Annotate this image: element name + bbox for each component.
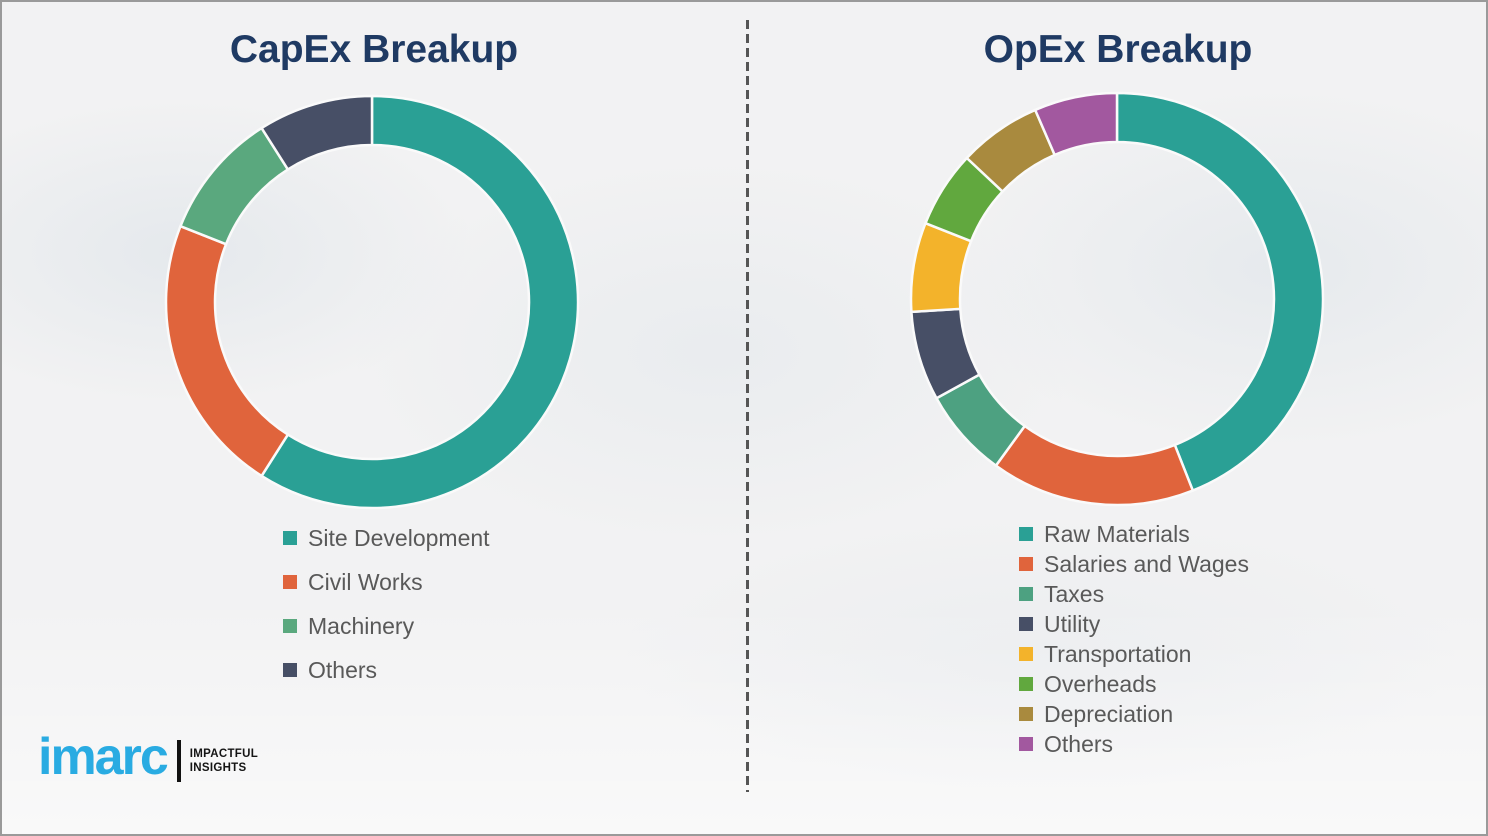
donut-segment-others: [260, 94, 374, 171]
legend-label: Utility: [1044, 610, 1101, 637]
legend-swatch-depreciation: [1019, 707, 1033, 721]
legend-swatch-overheads: [1019, 677, 1033, 691]
opex-legend: Raw Materials Salaries and Wages Taxes Util…: [1019, 519, 1249, 759]
legend-label: Machinery: [308, 612, 415, 639]
legend-swatch-site-development: [283, 531, 297, 545]
legend-item-depreciation: Depreciation: [1019, 699, 1249, 729]
legend-item-civil-works: Civil Works: [283, 560, 490, 604]
legend-item-salaries-and-wages: Salaries and Wages: [1019, 549, 1249, 579]
legend-item-others: Others: [1019, 729, 1249, 759]
legend-label: Salaries and Wages: [1044, 550, 1249, 577]
imarc-tagline-line2: INSIGHTS: [189, 762, 247, 774]
legend-label: Civil Works: [308, 568, 423, 595]
donut-segment-others: [1033, 91, 1119, 157]
opex-donut-chart: [909, 91, 1325, 507]
donut-segment-raw-materials: [1115, 91, 1325, 492]
legend-label: Others: [1044, 730, 1114, 757]
legend-label: Raw Materials: [1044, 520, 1190, 547]
donut-segment-site-development: [260, 94, 580, 510]
vertical-dashed-divider: [746, 20, 749, 792]
capex-legend: Site Development Civil Works Machinery Othe…: [283, 516, 490, 692]
legend-item-machinery: Machinery: [283, 604, 490, 648]
legend-swatch-others: [1019, 737, 1033, 751]
imarc-logo: imarc IMPACTFUL INSIGHTS: [38, 727, 258, 786]
capex-title: CapEx Breakup: [229, 28, 519, 71]
legend-item-others: Others: [283, 648, 490, 692]
legend-label: Others: [308, 656, 378, 683]
donut-segment-civil-works: [164, 224, 290, 478]
legend-label: Transportation: [1044, 640, 1192, 667]
donut-segment-salaries-and-wages: [994, 424, 1195, 507]
legend-label: Site Development: [308, 524, 490, 551]
legend-item-taxes: Taxes: [1019, 579, 1249, 609]
legend-swatch-others: [283, 663, 297, 677]
legend-swatch-raw-materials: [1019, 527, 1033, 541]
legend-label: Depreciation: [1044, 700, 1174, 727]
legend-swatch-taxes: [1019, 587, 1033, 601]
imarc-logo-divider-bar: [176, 740, 181, 782]
legend-swatch-utility: [1019, 617, 1033, 631]
legend-label: Overheads: [1044, 670, 1157, 697]
legend-item-site-development: Site Development: [283, 516, 490, 560]
legend-swatch-salaries-and-wages: [1019, 557, 1033, 571]
imarc-logo-wordmark: imarc: [38, 727, 169, 786]
imarc-tagline-line1: IMPACTFUL: [189, 747, 259, 760]
legend-item-transportation: Transportation: [1019, 639, 1249, 669]
legend-swatch-machinery: [283, 619, 297, 633]
legend-swatch-civil-works: [283, 575, 297, 589]
legend-item-raw-materials: Raw Materials: [1019, 519, 1249, 549]
legend-swatch-transportation: [1019, 647, 1033, 661]
legend-item-overheads: Overheads: [1019, 669, 1249, 699]
legend-item-utility: Utility: [1019, 609, 1249, 639]
opex-title: OpEx Breakup: [983, 28, 1253, 71]
legend-label: Taxes: [1044, 580, 1105, 607]
capex-donut-chart: [164, 94, 580, 510]
imarc-logo-tagline: IMPACTFUL INSIGHTS: [190, 747, 258, 776]
